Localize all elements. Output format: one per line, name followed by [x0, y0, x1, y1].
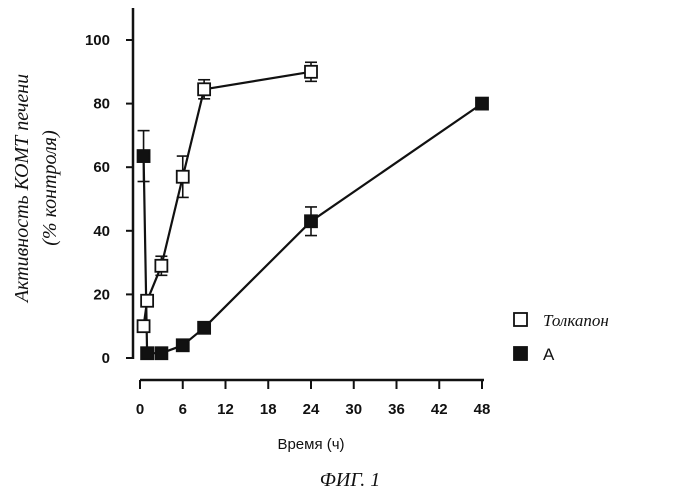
series-1-point-3 [175, 338, 190, 353]
figure-caption: ФИГ. 1 [320, 469, 380, 491]
legend-label-a: А [543, 345, 555, 364]
series-0-point-0 [136, 319, 151, 334]
x-tick-label-6: 6 [179, 401, 187, 418]
y-tick-label-60: 60 [93, 159, 110, 176]
series-1-point-4 [197, 320, 212, 335]
x-tick-label-30: 30 [345, 401, 362, 418]
y-tick-label-40: 40 [93, 223, 110, 240]
x-tick-label-36: 36 [388, 401, 405, 418]
legend-label-tolcapone: Толкапон [543, 311, 609, 330]
curves [142, 70, 483, 355]
series-1-point-6 [475, 96, 489, 111]
series-0-point-4 [197, 82, 212, 97]
series-1-point-1 [140, 346, 155, 361]
series-1-point-0 [136, 149, 151, 163]
ticks: 0 20 40 60 80 100 0 6 12 18 24 30 36 42 48 [85, 32, 490, 418]
series-1-point-5 [304, 214, 318, 229]
series-0-point-3 [175, 169, 190, 184]
y-tick-label-20: 20 [93, 286, 110, 303]
axes [131, 8, 484, 382]
x-tick-label-42: 42 [431, 401, 448, 418]
series-0-line [142, 70, 312, 327]
y-tick-label-0: 0 [102, 350, 110, 367]
points [136, 61, 489, 361]
legend: Толкапон А [513, 311, 609, 364]
series-0-point-2 [154, 258, 169, 273]
x-tick-label-0: 0 [136, 401, 144, 418]
x-tick-label-48: 48 [474, 401, 491, 418]
legend-marker-filled-square [513, 346, 528, 361]
x-tick-label-18: 18 [260, 401, 277, 418]
series-1-point-2 [154, 346, 169, 361]
y-axis-label-line-1: Активность КОМТ печени [11, 74, 33, 304]
x-axis-label: Время (ч) [277, 436, 344, 453]
y-axis-label-line-2: (% контроля) [39, 130, 61, 246]
y-tick-label-80: 80 [93, 96, 110, 113]
series-1-line [142, 102, 483, 355]
series-0-point-5 [304, 64, 318, 79]
y-tick-label-100: 100 [85, 32, 110, 49]
series-0-point-1 [140, 293, 155, 308]
legend-marker-open-square [513, 312, 528, 327]
x-tick-label-24: 24 [303, 401, 320, 418]
x-tick-label-12: 12 [217, 401, 234, 418]
